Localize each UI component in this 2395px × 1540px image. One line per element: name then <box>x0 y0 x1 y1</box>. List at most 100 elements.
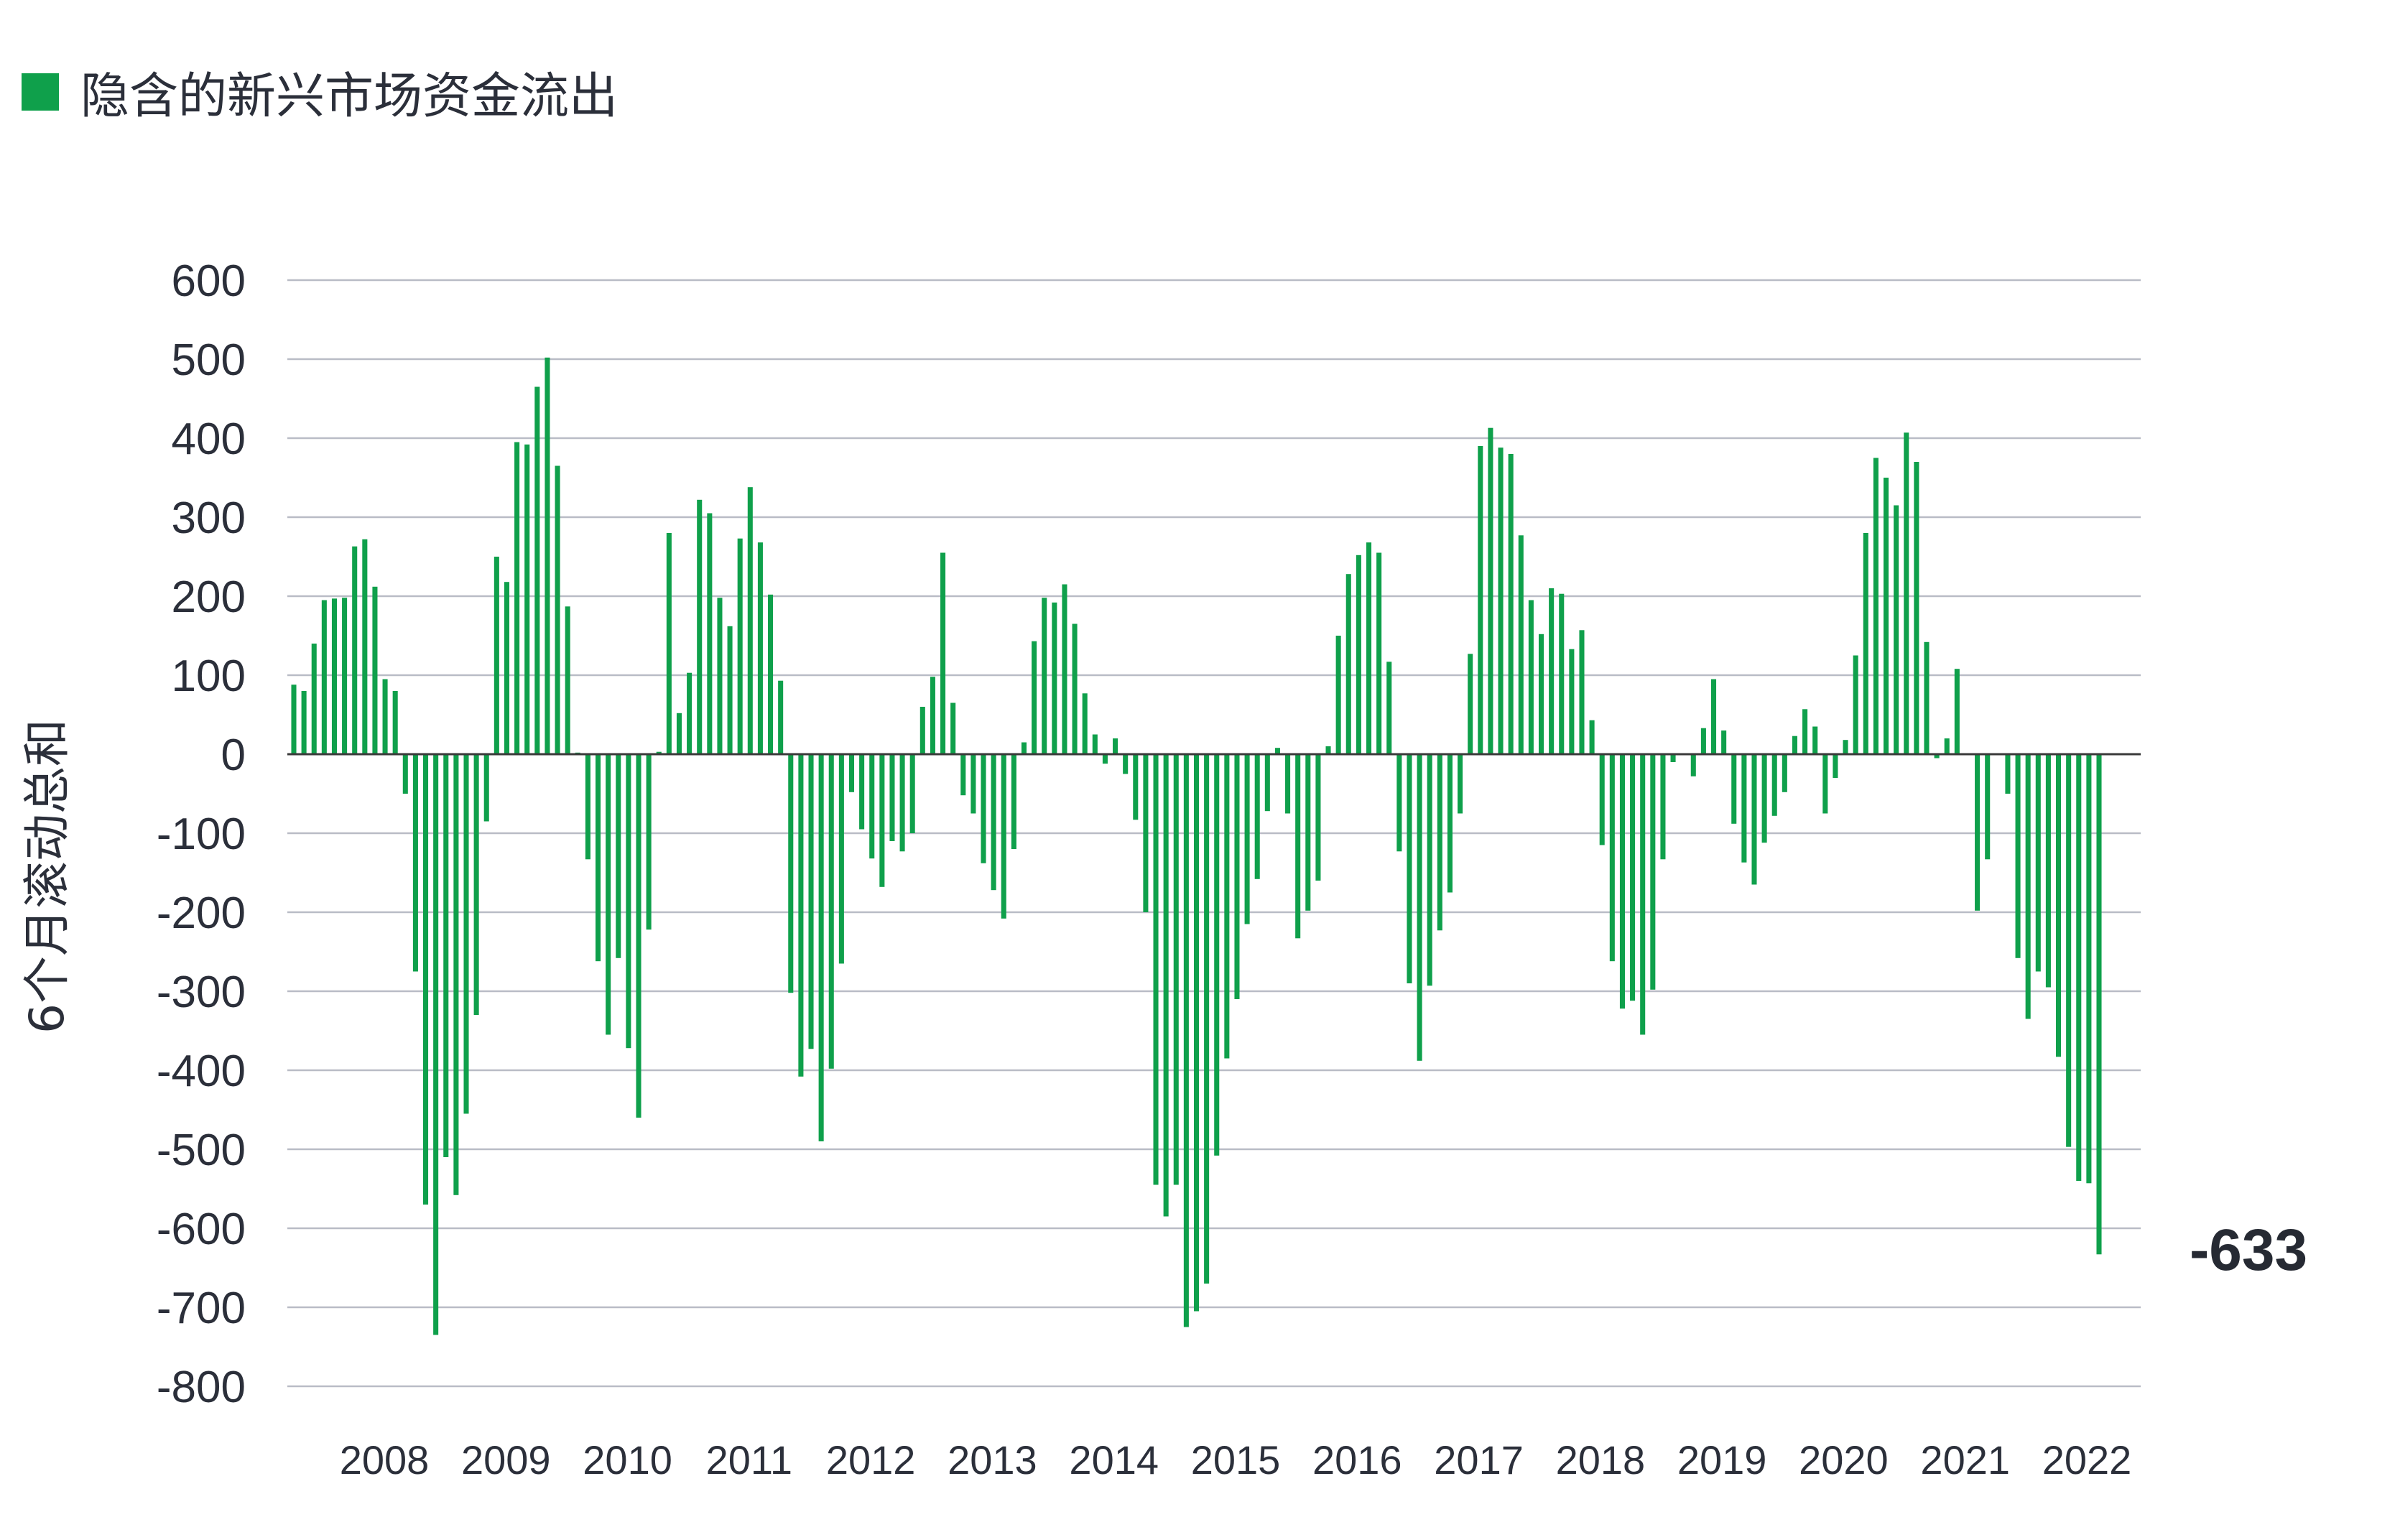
bar <box>879 754 885 887</box>
bar <box>788 754 794 993</box>
bar <box>1975 754 1981 911</box>
bar <box>2015 754 2021 958</box>
bar <box>707 513 713 754</box>
x-tick-label: 2012 <box>826 1437 916 1483</box>
bars <box>291 357 2102 1335</box>
bar <box>342 598 348 754</box>
bar <box>697 499 703 754</box>
bar <box>1193 754 1200 1312</box>
legend: 隐含的新兴市场资金流出 <box>22 56 618 127</box>
bar <box>534 386 540 754</box>
bar <box>1812 726 1818 754</box>
y-tick-label: -100 <box>157 810 246 859</box>
bar <box>1345 574 1351 754</box>
bar <box>1914 462 1919 754</box>
bar <box>1133 754 1139 820</box>
bar <box>1072 623 1078 754</box>
bar <box>1589 720 1595 754</box>
x-tick-label: 2017 <box>1434 1437 1524 1483</box>
bar <box>1619 754 1625 1009</box>
bar <box>2005 754 2011 794</box>
bar <box>291 685 297 754</box>
bar <box>2035 754 2041 972</box>
bar <box>1731 754 1737 824</box>
y-axis-ticks: 600 500 400 300 200 100 0 -100 -200 -300 -400 -500 -… <box>157 256 246 1412</box>
y-tick-label: -400 <box>157 1047 246 1096</box>
last-value-label: -633 <box>2190 1217 2307 1283</box>
bar <box>352 546 358 754</box>
y-tick-label: 400 <box>172 414 246 464</box>
x-tick-label: 2018 <box>1556 1437 1646 1483</box>
bar <box>311 644 317 754</box>
bar <box>2076 754 2082 1181</box>
bar <box>1761 754 1767 843</box>
bar <box>1468 654 1473 754</box>
bar <box>1579 630 1585 754</box>
bar <box>1710 679 1717 754</box>
bar <box>1498 447 1504 754</box>
bar <box>372 586 378 754</box>
bar <box>1234 754 1240 999</box>
bar <box>1082 693 1088 754</box>
bar <box>1904 432 1909 754</box>
bar <box>1396 754 1402 852</box>
bar <box>423 754 429 1205</box>
bar <box>747 487 753 754</box>
bar <box>818 754 824 1141</box>
bar <box>1254 754 1260 879</box>
bar <box>1447 754 1453 893</box>
bar <box>1559 593 1565 754</box>
bar <box>909 754 915 833</box>
bar <box>1630 754 1636 1001</box>
bar <box>1569 649 1575 754</box>
bar <box>1508 454 1514 754</box>
bar <box>778 680 784 754</box>
bar <box>1741 754 1747 863</box>
bar <box>524 444 530 754</box>
bar <box>1011 754 1016 849</box>
bar <box>433 754 439 1335</box>
bar <box>443 754 449 1157</box>
y-tick-label: 100 <box>172 651 246 701</box>
bar <box>1538 634 1544 754</box>
bar <box>1102 754 1108 764</box>
bar <box>606 754 611 1035</box>
bar <box>1143 754 1149 912</box>
bar <box>889 754 895 841</box>
bar <box>1092 734 1098 754</box>
bar <box>1640 754 1646 1035</box>
x-tick-label: 2011 <box>706 1437 792 1483</box>
y-tick-label: -700 <box>157 1284 246 1333</box>
bar <box>382 679 388 754</box>
bar <box>656 751 662 754</box>
bar <box>1751 754 1757 885</box>
bar <box>504 582 510 754</box>
x-tick-label: 2010 <box>583 1437 672 1483</box>
bar <box>1366 542 1372 754</box>
bar <box>899 754 905 852</box>
y-tick-label: -800 <box>157 1363 246 1412</box>
bar <box>1833 754 1838 778</box>
bar <box>1386 662 1392 754</box>
bar <box>1873 458 1879 754</box>
bar <box>1822 754 1828 814</box>
y-axis-label: 6个月滚动总和 <box>19 719 75 1034</box>
bar <box>1924 641 1930 754</box>
bar <box>1325 746 1331 754</box>
bar <box>1528 600 1534 754</box>
bar <box>1285 754 1291 814</box>
y-tick-label: -600 <box>157 1205 246 1254</box>
bar <box>1853 655 1858 754</box>
x-tick-label: 2009 <box>461 1437 551 1483</box>
bar <box>1062 584 1067 754</box>
x-tick-label: 2013 <box>948 1437 1037 1483</box>
bar <box>1802 709 1808 754</box>
bar <box>463 754 469 1114</box>
bar <box>1721 730 1727 754</box>
bar <box>991 754 996 891</box>
bar <box>473 754 479 1015</box>
bar <box>970 754 976 814</box>
bar <box>808 754 814 1049</box>
bar <box>1376 552 1382 754</box>
bar <box>1427 754 1432 986</box>
